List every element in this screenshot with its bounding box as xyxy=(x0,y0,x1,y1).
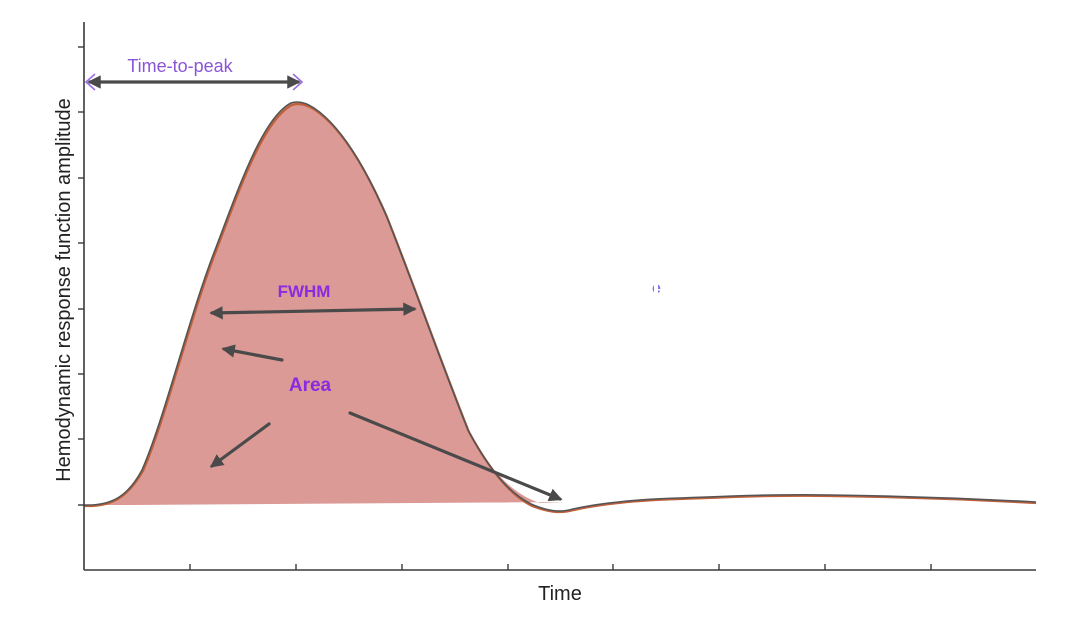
area-under-curve xyxy=(84,101,566,506)
time-to-peak-chevron-right-icon xyxy=(292,73,304,91)
time-to-peak-chevron-left-icon xyxy=(84,73,96,91)
y-axis-label: Hemodynamic response function amplitude xyxy=(53,98,75,482)
x-ticks xyxy=(189,564,932,570)
x-axis-label: Time xyxy=(538,583,582,605)
fwhm-arrow xyxy=(209,302,417,320)
time-to-peak-label: Time-to-peak xyxy=(127,56,233,76)
fwhm-label: FWHM xyxy=(278,282,331,301)
y-ticks xyxy=(78,46,84,506)
area-arrow-right xyxy=(348,411,563,502)
area-arrow-upper-left xyxy=(221,344,284,362)
hrf-curve xyxy=(83,101,1037,512)
area-arrow-lower-left xyxy=(209,422,271,468)
area-label: Area xyxy=(289,375,332,396)
